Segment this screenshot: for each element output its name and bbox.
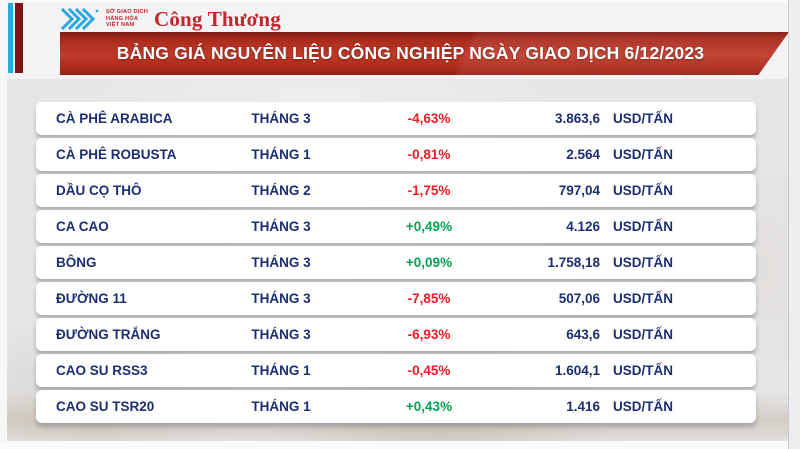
price-unit: USD/TẤN bbox=[613, 147, 673, 162]
price-unit: USD/TẤN bbox=[613, 291, 673, 306]
table-row: CÀ PHÊ ROBUSTA THÁNG 1 -0,81% 2.564 USD/… bbox=[36, 138, 756, 171]
price-unit: USD/TẤN bbox=[613, 399, 673, 414]
table-row: ĐƯỜNG 11 THÁNG 3 -7,85% 507,06 USD/TẤN bbox=[36, 282, 756, 315]
price-unit: USD/TẤN bbox=[613, 327, 673, 342]
masthead: SỞ GIAO DỊCH HÀNG HÓA VIỆT NAM Công Thươ… bbox=[60, 5, 281, 33]
price-unit: USD/TẤN bbox=[613, 363, 673, 378]
table-row: BÔNG THÁNG 3 +0,09% 1.758,18 USD/TẤN bbox=[36, 246, 756, 279]
price-unit: USD/TẤN bbox=[613, 255, 673, 270]
price-value: 643,6 bbox=[566, 327, 600, 342]
frame-edge-top bbox=[0, 0, 800, 2]
commodity-name: CA CAO bbox=[56, 219, 109, 234]
commodity-name: CÀ PHÊ ROBUSTA bbox=[56, 147, 177, 162]
contract-month: THÁNG 3 bbox=[251, 291, 311, 306]
price-value: 4.126 bbox=[566, 219, 600, 234]
contract-month: THÁNG 1 bbox=[251, 147, 311, 162]
commodity-name: CAO SU RSS3 bbox=[56, 363, 148, 378]
change-percent: -4,63% bbox=[407, 111, 451, 126]
price-value: 1.604,1 bbox=[554, 363, 600, 378]
price-value: 2.564 bbox=[566, 147, 600, 162]
table-row: CAO SU RSS3 THÁNG 1 -0,45% 1.604,1 USD/T… bbox=[36, 354, 756, 387]
contract-month: THÁNG 1 bbox=[251, 363, 311, 378]
table-row: CÀ PHÊ ARABICA THÁNG 3 -4,63% 3.863,6 US… bbox=[36, 102, 756, 135]
contract-month: THÁNG 1 bbox=[251, 399, 311, 414]
exchange-name-line1: SỞ GIAO DỊCH bbox=[106, 8, 148, 15]
change-percent: +0,49% bbox=[405, 219, 453, 234]
table-row: DẦU CỌ THÔ THÁNG 2 -1,75% 797,04 USD/TẤN bbox=[36, 174, 756, 207]
left-accent-stripe-maroon bbox=[15, 3, 23, 73]
exchange-name-line2: HÀNG HÓA bbox=[106, 15, 139, 22]
price-value: 1.416 bbox=[566, 399, 600, 414]
price-value: 1.758,18 bbox=[547, 255, 600, 270]
change-percent: -0,45% bbox=[407, 363, 451, 378]
frame-edge-right bbox=[788, 0, 800, 449]
price-value: 3.863,6 bbox=[554, 111, 600, 126]
commodity-name: ĐƯỜNG 11 bbox=[56, 291, 127, 306]
table-row: CA CAO THÁNG 3 +0,49% 4.126 USD/TẤN bbox=[36, 210, 756, 243]
change-percent: -0,81% bbox=[407, 147, 451, 162]
change-percent: -7,85% bbox=[407, 291, 451, 306]
contract-month: THÁNG 3 bbox=[251, 219, 311, 234]
price-value: 797,04 bbox=[558, 183, 600, 198]
contract-month: THÁNG 3 bbox=[251, 111, 311, 126]
commodity-name: BÔNG bbox=[56, 255, 97, 270]
contract-month: THÁNG 3 bbox=[251, 255, 311, 270]
contract-month: THÁNG 3 bbox=[251, 327, 311, 342]
commodity-name: DẦU CỌ THÔ bbox=[56, 183, 142, 198]
exchange-name-line3: VIỆT NAM bbox=[106, 22, 135, 29]
price-table: CÀ PHÊ ARABICA THÁNG 3 -4,63% 3.863,6 US… bbox=[36, 102, 756, 426]
frame-edge-left bbox=[0, 0, 7, 449]
change-percent: -6,93% bbox=[407, 327, 451, 342]
change-percent: -1,75% bbox=[407, 183, 451, 198]
header: SỞ GIAO DỊCH HÀNG HÓA VIỆT NAM Công Thươ… bbox=[0, 0, 789, 79]
commodity-name: CAO SU TSR20 bbox=[56, 399, 155, 414]
price-value: 507,06 bbox=[558, 291, 600, 306]
newspaper-brand: Công Thương bbox=[153, 6, 281, 31]
commodity-name: CÀ PHÊ ARABICA bbox=[56, 111, 173, 126]
exchange-name: SỞ GIAO DỊCH HÀNG HÓA VIỆT NAM bbox=[106, 9, 148, 30]
change-percent: +0,09% bbox=[405, 255, 453, 270]
price-unit: USD/TẤN bbox=[613, 219, 673, 234]
change-percent: +0,43% bbox=[405, 399, 453, 414]
commodity-name: ĐƯỜNG TRẮNG bbox=[56, 327, 161, 342]
table-row: ĐƯỜNG TRẮNG THÁNG 3 -6,93% 643,6 USD/TẤN bbox=[36, 318, 756, 351]
contract-month: THÁNG 2 bbox=[251, 183, 311, 198]
page-title: BẢNG GIÁ NGUYÊN LIỆU CÔNG NGHIỆP NGÀY GI… bbox=[116, 43, 705, 63]
left-accent-stripe-cyan bbox=[8, 3, 13, 73]
frame-edge-bottom bbox=[0, 441, 800, 449]
title-banner: BẢNG GIÁ NGUYÊN LIỆU CÔNG NGHIỆP NGÀY GI… bbox=[60, 32, 789, 75]
price-unit: USD/TẤN bbox=[613, 183, 673, 198]
table-row: CAO SU TSR20 THÁNG 1 +0,43% 1.416 USD/TẤ… bbox=[36, 390, 756, 423]
mxv-chevrons-icon bbox=[60, 7, 99, 31]
price-unit: USD/TẤN bbox=[613, 111, 673, 126]
